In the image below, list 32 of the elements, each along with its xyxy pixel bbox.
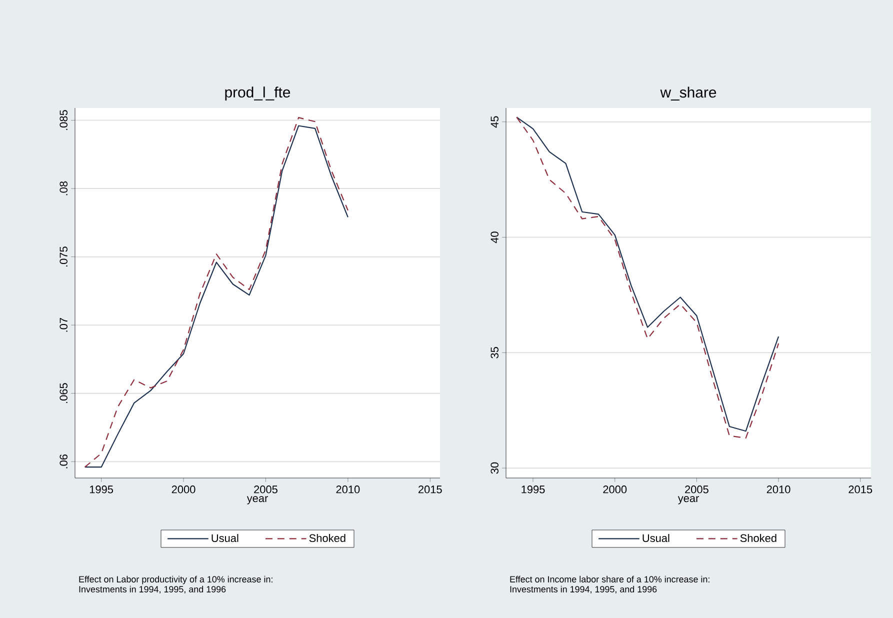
chart-title: prod_l_fte xyxy=(225,86,290,100)
y-tick-label: .085 xyxy=(60,110,68,130)
text: Investments in 1994, 1995, and 1996 xyxy=(79,586,226,594)
chart-title: w_share xyxy=(660,86,716,100)
x-tick-label: 2000 xyxy=(172,486,196,494)
x-tick-label: 2010 xyxy=(336,486,360,494)
x-tick-label: 1995 xyxy=(90,486,114,494)
legend-label: Usual xyxy=(642,534,670,542)
legend-label: Shoked xyxy=(740,534,776,542)
y-tick-label: .065 xyxy=(60,383,68,404)
y-tick-label: .07 xyxy=(60,318,68,332)
x-axis-title: year xyxy=(678,496,699,504)
legend-label: Usual xyxy=(212,534,238,542)
x-tick-label: 2010 xyxy=(766,486,790,494)
y-tick-label: .06 xyxy=(60,454,68,468)
legend-label: Shoked xyxy=(309,534,346,542)
text: Effect on Income labor share of a 10% increase in: xyxy=(510,576,710,582)
y-tick-label: .08 xyxy=(60,181,68,196)
y-tick-label: .075 xyxy=(60,246,68,266)
text: Effect on Labor productivity of a 10% increase in: xyxy=(79,576,272,584)
x-tick-label: 2005 xyxy=(685,486,708,494)
y-tick-label: 30 xyxy=(490,462,498,474)
x-tick-label: 2000 xyxy=(603,486,627,494)
y-tick-label: 35 xyxy=(490,347,498,358)
y-tick-label: 40 xyxy=(490,232,498,244)
x-tick-label: 2015 xyxy=(848,486,872,494)
x-tick-label: 2005 xyxy=(254,486,278,494)
x-axis-title: year xyxy=(246,496,268,504)
text: Investments in 1994, 1995, and 1996 xyxy=(510,586,657,594)
x-tick-label: 2015 xyxy=(418,486,442,494)
x-tick-label: 1995 xyxy=(522,486,545,494)
y-tick-label: 45 xyxy=(490,116,498,128)
